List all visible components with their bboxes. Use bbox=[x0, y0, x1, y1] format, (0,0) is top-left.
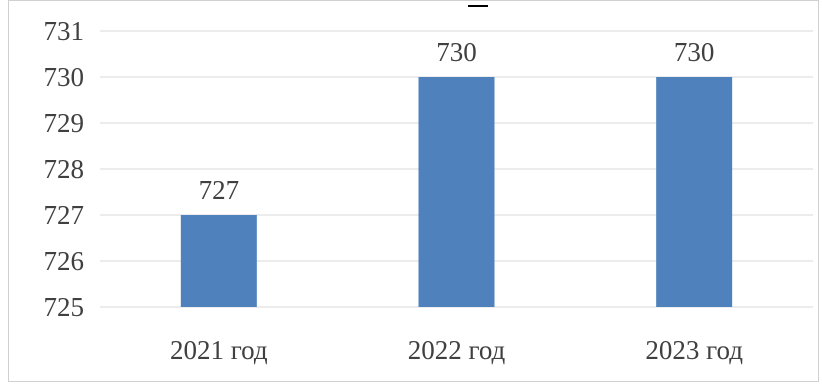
y-tick-label: 727 bbox=[44, 200, 85, 230]
data-label: 730 bbox=[674, 37, 715, 67]
y-tick-label: 728 bbox=[44, 154, 85, 184]
y-tick-label: 729 bbox=[44, 108, 85, 138]
data-label: 727 bbox=[199, 175, 240, 205]
data-label: 730 bbox=[436, 37, 477, 67]
bar bbox=[180, 215, 257, 307]
y-tick-label: 725 bbox=[44, 292, 85, 322]
category-label: 2022 год bbox=[408, 335, 506, 365]
y-tick-label: 731 bbox=[44, 16, 85, 46]
y-tick-label: 726 bbox=[44, 246, 85, 276]
category-label: 2023 год bbox=[645, 335, 743, 365]
bar bbox=[418, 77, 495, 307]
category-label: 2021 год bbox=[170, 335, 268, 365]
data-labels: 727 730 730 bbox=[199, 37, 715, 205]
bars bbox=[180, 77, 733, 307]
y-axis-ticks: 725 726 727 728 729 730 731 bbox=[44, 16, 85, 322]
y-tick-label: 730 bbox=[44, 62, 85, 92]
bar bbox=[656, 77, 733, 307]
x-axis-categories: 2021 год 2022 год 2023 год bbox=[170, 335, 743, 365]
